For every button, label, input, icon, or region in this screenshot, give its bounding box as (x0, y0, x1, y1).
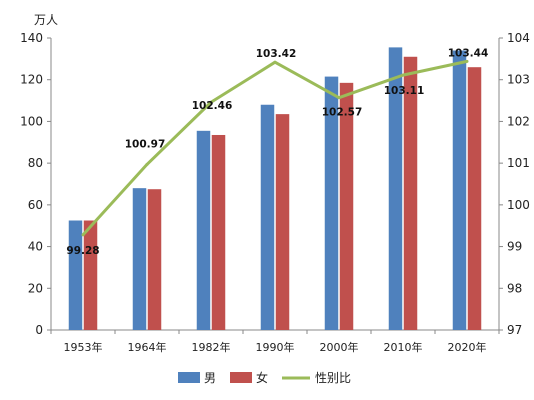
legend-swatch-男 (178, 372, 200, 383)
right-tick-label: 102 (507, 114, 530, 128)
data-labels: 99.28 100.97 102.46 103.42 102.57 103.11 103.4… (66, 47, 488, 257)
legend-label-性别比: 性别比 (315, 371, 351, 385)
bar-女-1964年 (147, 189, 162, 330)
bar-女-1990年 (275, 114, 290, 330)
bar-男-2000年 (324, 76, 339, 330)
sex-ratio-data-label: 102.57 (322, 107, 363, 119)
right-tick-label: 98 (507, 281, 522, 295)
x-tick-label: 1982年 (192, 340, 231, 354)
legend-label-男: 男 (204, 371, 216, 385)
x-tick-label: 1964年 (128, 340, 167, 354)
bar-男-2020年 (452, 50, 467, 331)
x-tick-label: 2010年 (384, 340, 423, 354)
x-tick-label: 2020年 (448, 340, 487, 354)
legend: 男 女 性别比 (178, 370, 351, 385)
bar-男-1990年 (260, 104, 275, 330)
sex-ratio-data-label: 99.28 (66, 245, 99, 257)
left-tick-label: 100 (20, 114, 43, 128)
right-tick-label: 100 (507, 198, 530, 212)
left-tick-label: 0 (35, 323, 43, 337)
right-tick-label: 99 (507, 240, 522, 254)
bar-女-1982年 (211, 134, 226, 330)
x-tick-label: 1953年 (64, 340, 103, 354)
bar-男-2010年 (388, 47, 403, 331)
sex-ratio-data-label: 103.44 (448, 47, 489, 59)
left-tick-label: 60 (28, 198, 43, 212)
sex-ratio-point (401, 73, 405, 77)
legend-label-女: 女 (256, 370, 268, 385)
left-tick-label: 20 (28, 281, 43, 295)
bar-女-2000年 (339, 82, 354, 330)
sex-ratio-data-label: 102.46 (192, 100, 233, 112)
bars (68, 47, 482, 331)
left-tick-label: 120 (20, 73, 43, 87)
legend-swatch-女 (230, 372, 252, 383)
bar-女-2020年 (467, 67, 482, 330)
bar-男-1964年 (132, 188, 147, 330)
sex-ratio-point (145, 162, 149, 166)
axes: 0 20 40 60 80 100 120 140 97 98 99 100 101 102 103 104 1… (20, 31, 530, 354)
right-tick-label: 97 (507, 323, 522, 337)
sex-ratio-data-label: 103.42 (256, 48, 297, 60)
sex-ratio-point (81, 233, 85, 237)
left-tick-label: 80 (28, 156, 43, 170)
x-tick-label: 2000年 (320, 340, 359, 354)
bar-女-1953年 (83, 220, 98, 330)
right-tick-label: 103 (507, 73, 530, 87)
sex-ratio-line (81, 59, 469, 237)
left-tick-label: 140 (20, 31, 43, 45)
bar-男-1982年 (196, 130, 211, 330)
x-tick-label: 1990年 (256, 340, 295, 354)
sex-ratio-data-label: 103.11 (384, 85, 425, 97)
right-tick-label: 101 (507, 156, 530, 170)
bar-男-1953年 (68, 220, 83, 330)
left-axis-unit: 万人 (34, 13, 58, 27)
sex-ratio-point (273, 60, 277, 64)
bar-女-2010年 (403, 56, 418, 331)
sex-ratio-data-label: 100.97 (125, 138, 166, 150)
sex-ratio-point (465, 59, 469, 63)
sex-ratio-point (209, 100, 213, 104)
right-tick-label: 104 (507, 31, 530, 45)
sex-ratio-point (337, 96, 341, 100)
left-tick-label: 40 (28, 240, 43, 254)
